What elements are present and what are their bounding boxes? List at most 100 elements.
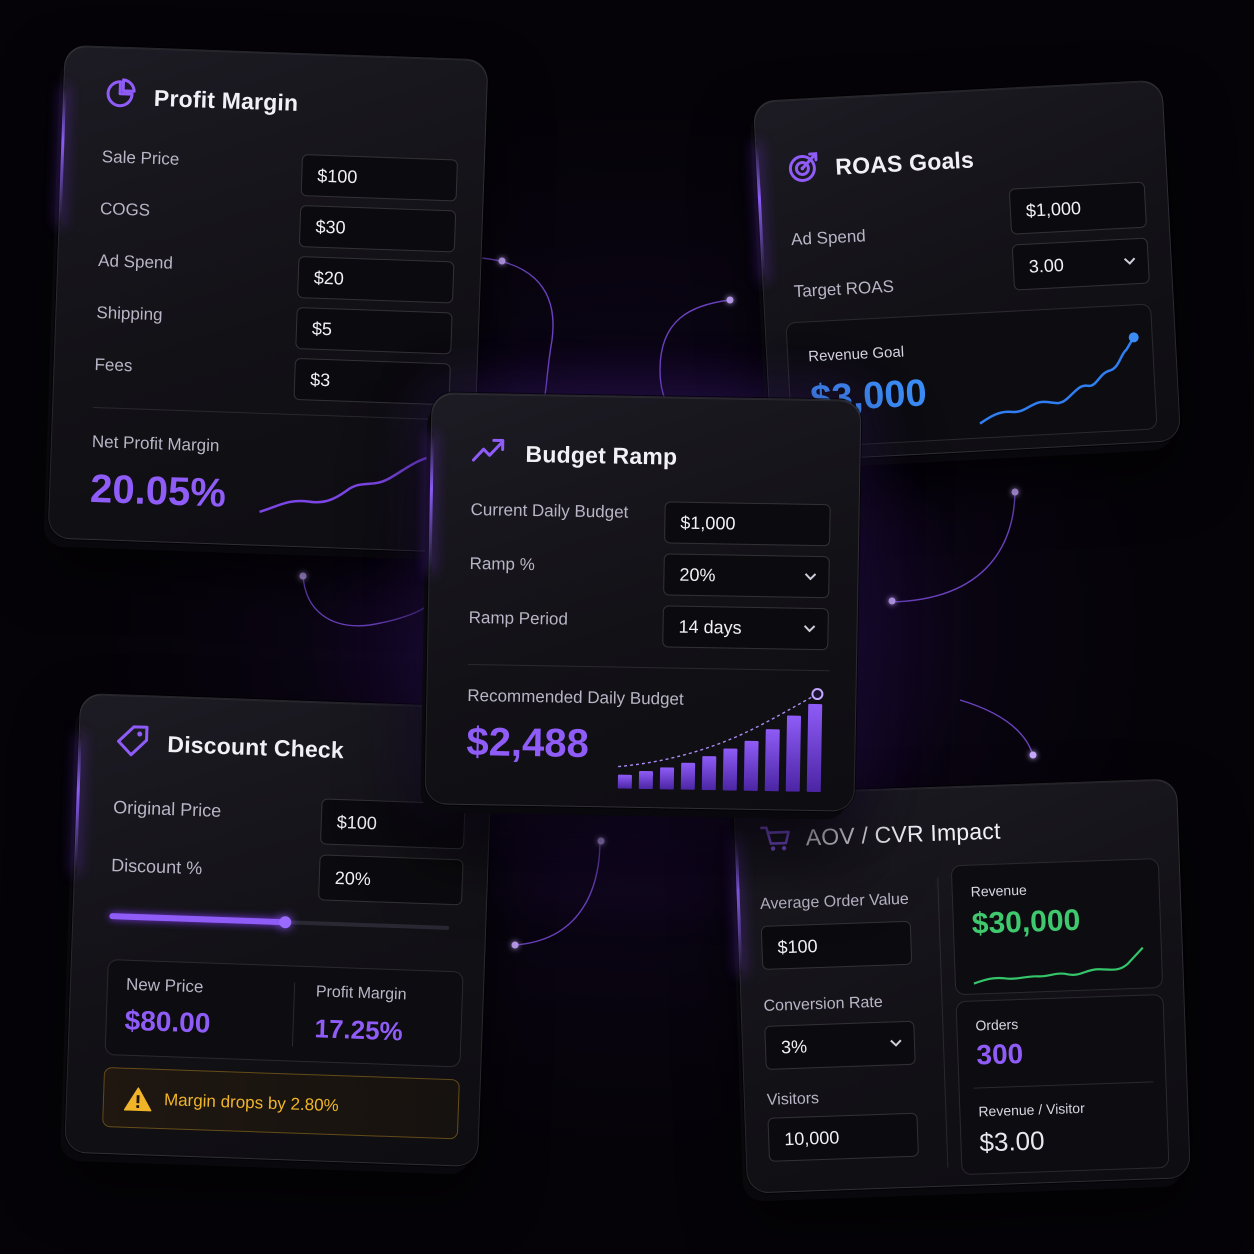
ramp-pct-label: Ramp % xyxy=(469,553,535,575)
ramp-pct-value: 20% xyxy=(679,564,716,586)
column-divider xyxy=(937,877,949,1168)
ramp-pct-select[interactable]: 20% xyxy=(663,553,830,599)
sale-price-input[interactable]: $100 xyxy=(300,154,458,202)
chevron-down-icon xyxy=(890,1039,902,1047)
ramp-bar xyxy=(659,767,675,790)
target-icon xyxy=(788,152,818,182)
chevron-down-icon xyxy=(1123,257,1136,265)
cvr-value: 3% xyxy=(780,1036,808,1058)
revenue-value: $30,000 xyxy=(971,903,1081,941)
net-profit-margin-label: Net Profit Margin xyxy=(91,431,220,456)
discount-check-card: Discount Check Original Price $100 Disco… xyxy=(64,692,494,1168)
aov-cvr-impact-card: AOV / CVR Impact Average Order Value $10… xyxy=(733,778,1191,1194)
visitors-input[interactable]: 10,000 xyxy=(767,1112,919,1162)
cogs-input[interactable]: $30 xyxy=(298,205,457,253)
ramp-bar xyxy=(785,715,802,792)
fees-label: Fees xyxy=(94,354,133,376)
ramp-period-label: Ramp Period xyxy=(468,607,569,629)
revenue-panel: Revenue $30,000 xyxy=(950,858,1164,996)
revenue-sparkline xyxy=(979,332,1139,425)
discount-slider[interactable] xyxy=(109,909,450,935)
new-price-label: New Price xyxy=(125,974,204,997)
ad-spend-input[interactable]: $20 xyxy=(297,256,455,304)
trending-up-icon xyxy=(471,438,505,462)
net-profit-margin-value: 20.05% xyxy=(89,466,227,516)
chevron-down-icon xyxy=(803,625,816,633)
current-daily-budget-input[interactable]: $1,000 xyxy=(664,501,831,547)
results-divider xyxy=(291,982,296,1047)
ad-spend-label: Ad Spend xyxy=(790,226,867,250)
discount-results-panel: New Price $80.00 Profit Margin 17.25% xyxy=(104,959,464,1068)
fees-input[interactable]: $3 xyxy=(293,357,451,406)
original-price-label: Original Price xyxy=(112,797,222,821)
ramp-bar xyxy=(680,762,696,790)
profit-margin-value: 17.25% xyxy=(314,1013,404,1047)
budget-ramp-card: Budget Ramp Current Daily Budget $1,000 … xyxy=(424,392,862,812)
profit-margin-card: Profit Margin Sale Price $100 COGS $30 A… xyxy=(47,44,489,554)
ad-spend-input[interactable]: $1,000 xyxy=(1008,181,1147,235)
chevron-down-icon xyxy=(804,573,817,581)
ramp-trend-end xyxy=(811,688,824,701)
divider xyxy=(93,406,453,421)
card-title: AOV / CVR Impact xyxy=(805,817,1001,851)
warning-triangle-icon xyxy=(123,1087,152,1112)
orders-panel: Orders 300 Revenue / Visitor $3.00 xyxy=(955,993,1170,1176)
ad-spend-label: Ad Spend xyxy=(97,251,174,273)
ramp-trend-line xyxy=(618,693,818,768)
revenue-label: Revenue xyxy=(970,881,1028,900)
target-roas-select[interactable]: 3.00 xyxy=(1011,237,1150,291)
ramp-bar xyxy=(764,729,780,792)
margin-warning-banner: Margin drops by 2.80% xyxy=(102,1066,460,1140)
revenue-sparkline xyxy=(973,946,1144,985)
orders-label: Orders xyxy=(975,1016,1019,1034)
ramp-bar xyxy=(806,703,823,793)
revenue-goal-panel: Revenue Goal $3,000 xyxy=(785,303,1158,449)
card-title: Profit Margin xyxy=(153,84,299,116)
ramp-bars xyxy=(617,703,823,793)
cvr-label: Conversion Rate xyxy=(763,993,883,1015)
original-price-input[interactable]: $100 xyxy=(320,798,466,850)
new-price-value: $80.00 xyxy=(124,1004,211,1039)
ramp-period-value: 14 days xyxy=(678,616,742,638)
visitors-label: Visitors xyxy=(766,1090,820,1109)
shopping-cart-icon xyxy=(760,826,790,851)
shipping-input[interactable]: $5 xyxy=(295,307,453,355)
card-title: Discount Check xyxy=(166,731,345,764)
aov-label: Average Order Value xyxy=(759,890,910,913)
card-title: ROAS Goals xyxy=(834,146,975,180)
pie-chart-icon xyxy=(106,78,136,108)
ramp-bar xyxy=(617,774,632,789)
roas-goals-card: ROAS Goals Ad Spend $1,000 Target ROAS 3… xyxy=(752,79,1182,463)
cogs-label: COGS xyxy=(99,199,151,220)
orders-divider xyxy=(973,1081,1154,1089)
recommended-budget-value: $2,488 xyxy=(466,719,590,767)
ramp-bar-chart xyxy=(617,688,824,793)
orders-value: 300 xyxy=(975,1037,1024,1071)
shipping-label: Shipping xyxy=(96,303,163,325)
ramp-bar xyxy=(722,748,738,791)
ramp-period-select[interactable]: 14 days xyxy=(662,605,829,651)
profit-margin-label: Profit Margin xyxy=(315,983,407,1004)
card-title: Budget Ramp xyxy=(525,440,678,470)
tag-icon xyxy=(116,725,149,757)
divider xyxy=(467,663,830,672)
slider-fill xyxy=(109,913,286,926)
ramp-bar xyxy=(701,756,717,791)
ramp-bar xyxy=(638,770,654,790)
discount-label: Discount % xyxy=(110,855,203,879)
warning-text: Margin drops by 2.80% xyxy=(163,1090,340,1116)
aov-input[interactable]: $100 xyxy=(760,920,913,970)
current-daily-budget-label: Current Daily Budget xyxy=(470,499,629,522)
rpv-label: Revenue / Visitor xyxy=(978,1099,1085,1120)
profit-sparkline xyxy=(259,456,428,514)
discount-input[interactable]: 20% xyxy=(318,854,464,906)
slider-thumb[interactable] xyxy=(279,916,292,929)
revenue-goal-label: Revenue Goal xyxy=(807,343,905,366)
target-roas-label: Target ROAS xyxy=(793,276,895,302)
rpv-value: $3.00 xyxy=(978,1125,1046,1158)
target-roas-value: 3.00 xyxy=(1028,254,1065,277)
ramp-bar xyxy=(743,740,759,792)
sale-price-label: Sale Price xyxy=(101,147,180,169)
cvr-select[interactable]: 3% xyxy=(764,1020,916,1070)
